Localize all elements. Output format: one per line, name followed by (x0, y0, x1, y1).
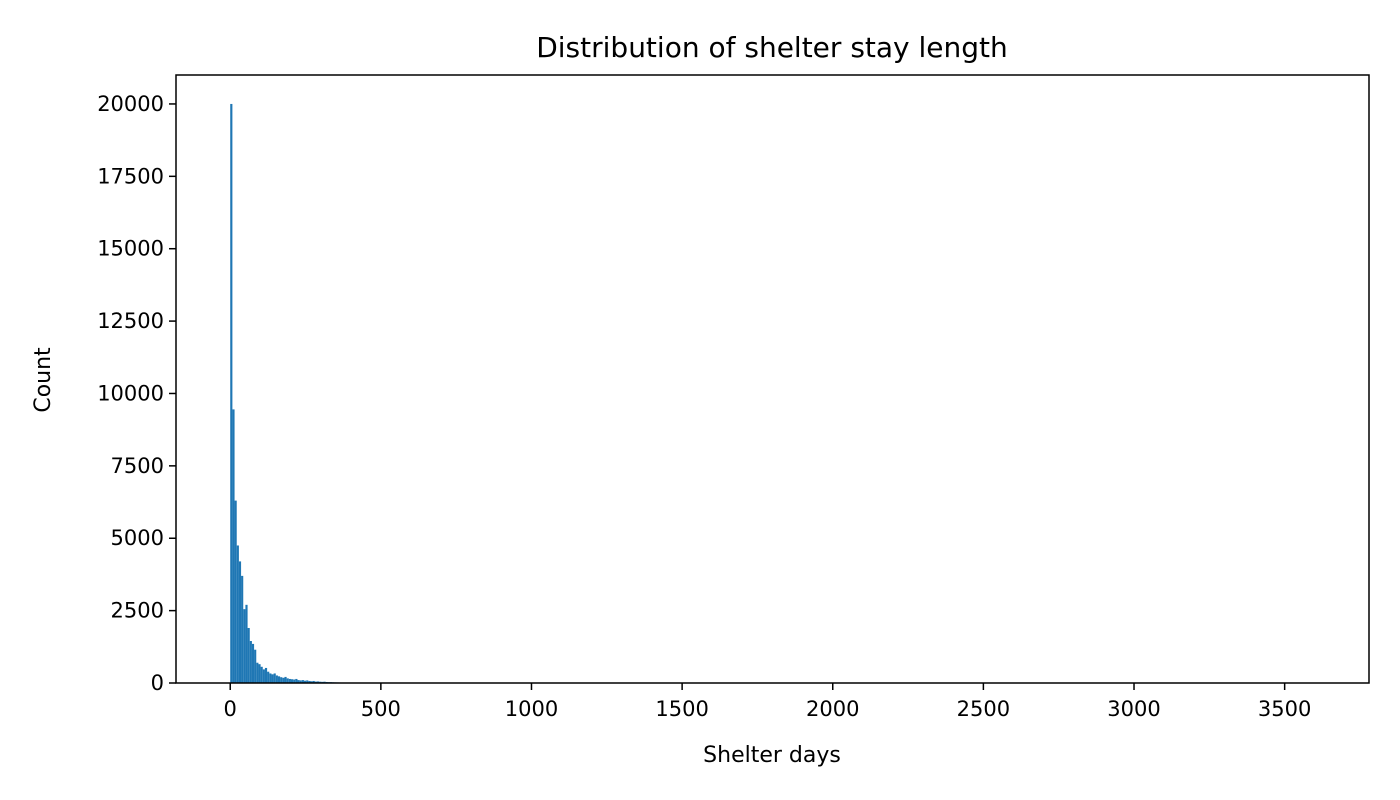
histogram-bar (258, 664, 261, 683)
histogram-bar (282, 677, 285, 683)
histogram-bar (290, 679, 294, 683)
histogram-bar (269, 673, 272, 683)
histogram-bar (316, 681, 320, 683)
histogram-bar (245, 604, 248, 683)
x-tick-label: 0 (224, 697, 237, 721)
x-tick-label: 500 (361, 697, 401, 721)
y-tick-label: 20000 (97, 92, 164, 116)
histogram-bar (299, 680, 302, 683)
histogram-bar (262, 669, 265, 683)
histogram-bar (241, 575, 244, 683)
x-tick-label: 3500 (1258, 697, 1311, 721)
y-tick-label: 7500 (111, 454, 164, 478)
histogram-bar (264, 667, 268, 683)
y-tick-label: 5000 (111, 526, 164, 550)
x-tick-label: 3000 (1107, 697, 1160, 721)
histogram-bar (312, 680, 315, 683)
histogram-bar (288, 678, 291, 683)
histogram-bar (277, 676, 281, 683)
histogram-bar (243, 609, 246, 683)
histogram-bar (251, 643, 255, 683)
y-axis-label: Count (31, 347, 56, 413)
plot-frame (175, 74, 1370, 684)
histogram-bar (230, 103, 233, 683)
histogram-bar (306, 680, 309, 683)
histogram-bar (238, 561, 242, 683)
histogram-bar (310, 681, 313, 683)
histogram-bar (267, 671, 270, 683)
y-tick-label: 2500 (111, 599, 164, 623)
histogram-bar (301, 680, 304, 683)
x-tick-label: 2000 (806, 697, 859, 721)
histogram-bar (232, 409, 235, 683)
histogram-bar (280, 677, 283, 683)
chart-title: Distribution of shelter stay length (536, 31, 1008, 64)
y-tick-label: 12500 (97, 309, 164, 333)
histogram-bar (260, 666, 263, 683)
x-tick-label: 1000 (505, 697, 558, 721)
y-tick-label: 10000 (97, 381, 164, 405)
histogram-bar (271, 674, 274, 683)
histogram-bar (236, 545, 239, 683)
histogram-bar (308, 680, 311, 683)
x-tick-label: 1500 (655, 697, 708, 721)
x-tick-label: 2500 (957, 697, 1010, 721)
y-tick-label: 17500 (97, 164, 164, 188)
y-tick-label: 0 (151, 671, 164, 695)
histogram-bar (295, 678, 298, 683)
histogram-bar (275, 675, 278, 683)
histogram-bar (247, 627, 250, 683)
histogram-bar (273, 673, 276, 683)
x-axis-ticks: 0 500 1000 1500 2000 2500 3000 3500 (224, 683, 1311, 721)
histogram-bar (254, 649, 257, 683)
histogram-bar (234, 500, 237, 683)
y-axis-ticks: 0 2500 5000 7500 10000 12500 15000 17500 20000 (97, 92, 176, 695)
histogram-bar (249, 641, 252, 683)
x-axis-label: Shelter days (703, 743, 841, 768)
histogram-bar (303, 680, 307, 683)
y-tick-label: 15000 (97, 237, 164, 261)
histogram-bar (256, 662, 259, 683)
histogram-bar (297, 680, 300, 683)
histogram-bars (230, 103, 383, 683)
histogram-bar (286, 678, 289, 683)
histogram-bar (284, 676, 287, 683)
histogram-bar (293, 679, 296, 683)
